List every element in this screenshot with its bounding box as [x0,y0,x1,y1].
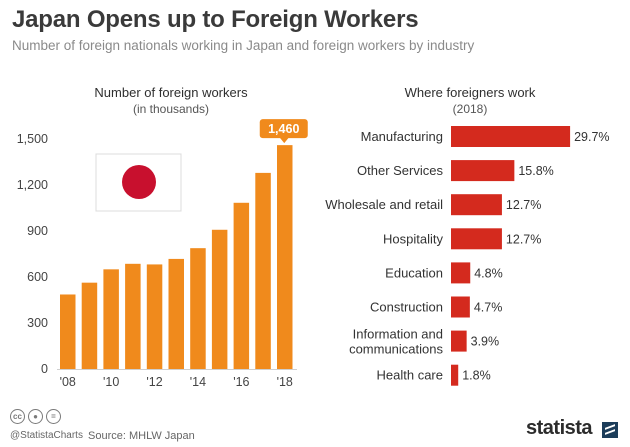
bar [81,282,98,369]
bar [190,248,206,369]
equals-icon: = [46,409,61,424]
by-icon: ● [28,409,43,424]
y-tick-label: 0 [41,362,48,376]
callout-pointer [279,137,289,144]
callout-label: 1,460 [268,122,299,136]
bar [211,229,228,369]
right-chart-title: Where foreigners work [404,85,536,100]
cc-icon: cc [10,409,25,424]
x-tick-label: '16 [233,375,249,389]
x-tick-label: '14 [190,375,206,389]
x-tick-label: '18 [277,375,293,389]
footer-source: Source: MHLW Japan [88,430,195,442]
left-chart-subtitle: (in thousands) [132,102,210,116]
japan-flag [95,153,182,212]
flag-sun [122,165,156,199]
bar [255,172,271,369]
bar [146,264,163,369]
page-subtitle: Number of foreign nationals working in J… [12,38,475,53]
x-tick-label: '08 [60,375,76,389]
y-tick-label: 1,200 [17,178,48,192]
value-callout [259,119,308,139]
statista-logo[interactable]: statista [526,417,593,439]
x-tick-label: '10 [103,375,119,389]
page-title: Japan Opens up to Foreign Workers [12,6,419,33]
left-chart-title: Number of foreign workers [94,85,248,100]
y-tick-label: 600 [27,270,48,284]
right-chart-title-block: Where foreigners work (2018) [370,85,570,117]
x-tick-label: '12 [146,375,162,389]
bar [277,145,293,369]
bar [233,202,250,369]
footer-handle: @StatistaCharts [10,430,83,441]
left-chart-title-block: Number of foreign workers (in thousands) [60,85,282,117]
y-tick-label: 300 [27,316,48,330]
y-tick-label: 900 [27,224,48,238]
bar [168,258,184,369]
license-icons: cc ● = [10,409,61,424]
right-chart-subtitle: (2018) [452,102,488,116]
bar [60,294,76,369]
y-tick-label: 1,500 [17,132,48,146]
bar [103,269,119,369]
bar [125,263,141,369]
statista-mark-icon [602,422,618,438]
